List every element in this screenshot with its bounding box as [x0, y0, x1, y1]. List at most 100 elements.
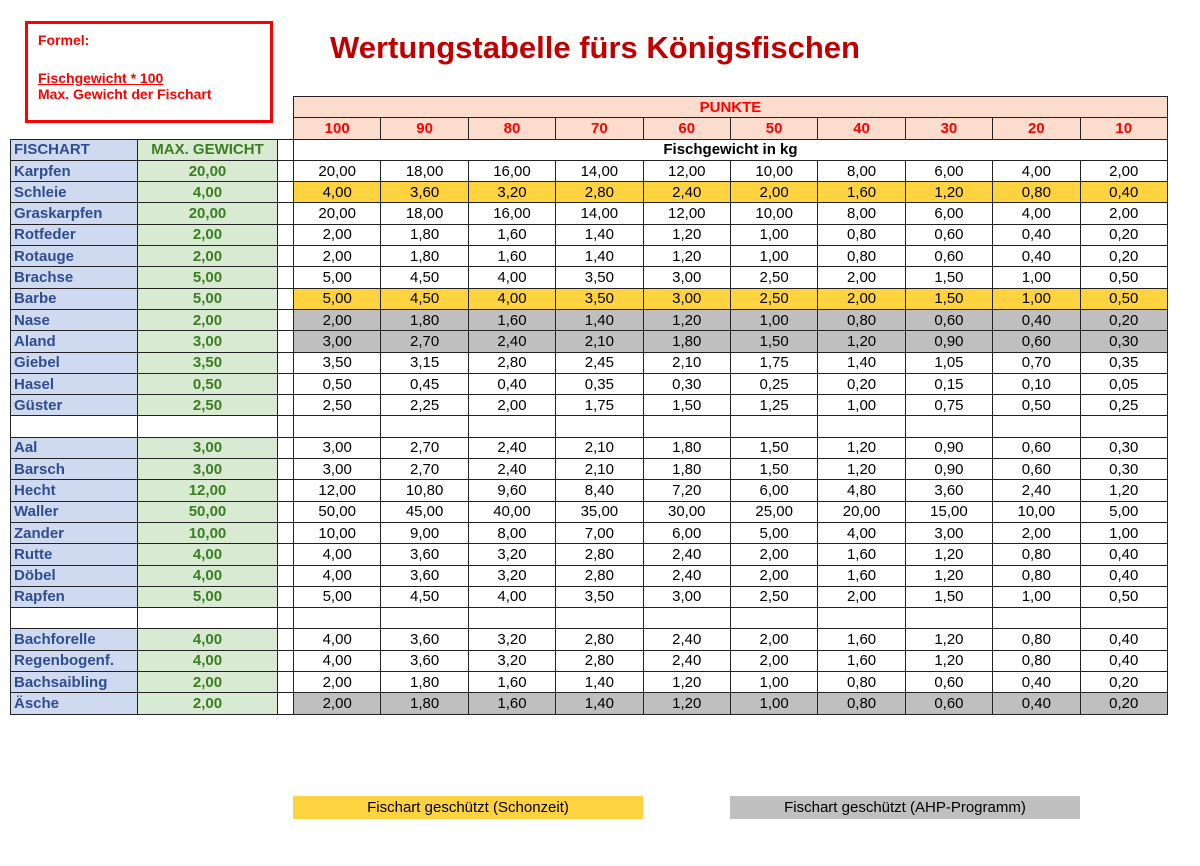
weight-cell: 20,00: [817, 500, 906, 523]
weight-cell: 45,00: [380, 500, 469, 523]
max-weight: 2,50: [137, 394, 278, 417]
table-row: Barbe 5,00 5,00 4,50 4,00 3,50 3,00 2,50 2,00 1,5…: [10, 287, 1168, 310]
weight-cell: 7,00: [555, 521, 644, 545]
weight-cell: 0,40: [992, 692, 1081, 715]
weight-cell: [555, 607, 644, 630]
table-row: Karpfen 20,00 20,00 18,00 16,00 14,00 12,00 10,…: [10, 159, 1168, 183]
fish-name: Güster: [10, 394, 138, 417]
weight-cell: 1,20: [817, 458, 906, 481]
weight-cell: 1,00: [729, 308, 819, 332]
weight-cell: 0,30: [1079, 330, 1168, 353]
weight-cell: [380, 415, 469, 438]
weight-cell: 8,00: [817, 202, 906, 225]
fish-name: Barsch: [10, 458, 138, 481]
fish-name: Döbel: [10, 564, 138, 587]
punkte-row: PUNKTE: [11, 95, 1168, 119]
weight-cell: 1,20: [642, 692, 731, 715]
weight-cell: 0,40: [1079, 649, 1168, 673]
weight-cell: 2,00: [292, 223, 382, 247]
table-row: Nase 2,00 2,00 1,80 1,60 1,40 1,20 1,00 0,80 0,60…: [10, 308, 1168, 332]
weight-cell: 20,00: [292, 202, 382, 225]
page-title: Wertungstabelle fürs Königsfischen: [330, 30, 860, 65]
weight-cell: 0,25: [729, 372, 819, 396]
weight-cell: 3,60: [380, 543, 469, 566]
max-weight: 0,50: [137, 372, 278, 396]
weight-cell: 2,00: [992, 521, 1081, 545]
weight-cell: 1,20: [642, 308, 731, 332]
weight-cell: 20,00: [292, 159, 382, 183]
weight-cell: 9,00: [380, 521, 469, 545]
weight-cell: 1,50: [904, 266, 994, 289]
weight-cell: 1,50: [642, 394, 731, 417]
points-header: 90: [380, 117, 469, 140]
table-row: Zander 10,00 10,00 9,00 8,00 7,00 6,00 5,00 4,00…: [10, 521, 1168, 545]
weight-cell: 5,00: [292, 287, 382, 310]
max-weight: 4,00: [137, 564, 278, 587]
weight-cell: [817, 607, 906, 630]
empty-cell: [11, 97, 138, 118]
max-weight: 12,00: [137, 479, 278, 502]
weight-cell: 2,10: [642, 351, 731, 374]
weight-cell: 1,20: [904, 543, 994, 566]
weight-cell: 25,00: [729, 500, 819, 523]
gap-cell: [277, 287, 294, 310]
weight-cell: 1,80: [380, 223, 469, 247]
weight-cell: 0,60: [904, 245, 994, 268]
weight-cell: 1,60: [817, 543, 906, 566]
weight-cell: 18,00: [380, 159, 469, 183]
weight-cell: 1,60: [817, 649, 906, 673]
weight-cell: 3,00: [292, 458, 382, 481]
weight-cell: 10,80: [380, 479, 469, 502]
weight-cell: 4,50: [380, 287, 469, 310]
weight-cell: 2,10: [555, 458, 644, 481]
weight-cell: 2,00: [1079, 159, 1168, 183]
weight-cell: 2,80: [555, 649, 644, 673]
weight-cell: 1,20: [904, 628, 994, 651]
weight-cell: 4,00: [292, 564, 382, 587]
weight-cell: 3,50: [292, 351, 382, 374]
weight-cell: 2,40: [642, 628, 731, 651]
weight-cell: 3,50: [555, 287, 644, 310]
weight-cell: 2,00: [729, 649, 819, 673]
max-weight: 20,00: [137, 159, 278, 183]
formula-denominator: Max. Gewicht der Fischart: [38, 86, 212, 102]
max-weight: 4,00: [137, 181, 278, 204]
weight-cell: 1,25: [729, 394, 819, 417]
weight-cell: 1,00: [817, 394, 906, 417]
weight-cell: 9,60: [467, 479, 557, 502]
weight-cell: 0,50: [992, 394, 1081, 417]
weight-cell: 0,40: [467, 372, 557, 396]
table-row: [10, 415, 1168, 438]
weight-cell: 0,60: [904, 671, 994, 694]
table-row: Giebel 3,50 3,50 3,15 2,80 2,45 2,10 1,75 1,40 1,…: [10, 351, 1168, 374]
empty-cell: [138, 118, 278, 139]
weight-cell: 1,80: [380, 692, 469, 715]
weight-cell: [467, 607, 557, 630]
gap-cell: [277, 500, 294, 523]
gap-cell: [277, 394, 294, 417]
weight-cell: 10,00: [729, 159, 819, 183]
weight-cell: 2,40: [642, 649, 731, 673]
weight-cell: 1,60: [817, 181, 906, 204]
weight-cell: 2,40: [642, 564, 731, 587]
weight-cell: 18,00: [380, 202, 469, 225]
weight-cell: 5,00: [1079, 500, 1168, 523]
max-weight: 3,00: [137, 330, 278, 353]
weight-cell: 12,00: [642, 159, 731, 183]
points-header: 10: [1079, 117, 1168, 140]
weight-cell: 12,00: [292, 479, 382, 502]
fish-name: Waller: [10, 500, 138, 523]
weight-cell: 4,00: [292, 628, 382, 651]
weight-cell: 1,80: [642, 330, 731, 353]
weight-cell: 5,00: [729, 521, 819, 545]
weight-cell: 30,00: [642, 500, 731, 523]
max-weight: [137, 415, 278, 438]
fish-name: Bachsaibling: [10, 671, 138, 694]
weight-cell: 3,20: [467, 543, 557, 566]
max-weight: 5,00: [137, 287, 278, 310]
table-row: Waller 50,00 50,00 45,00 40,00 35,00 30,00 25,0…: [10, 500, 1168, 523]
gap-cell: [277, 351, 294, 374]
gap-cell: [277, 245, 294, 268]
points-header: 100: [292, 117, 382, 140]
weight-cell: 8,00: [817, 159, 906, 183]
